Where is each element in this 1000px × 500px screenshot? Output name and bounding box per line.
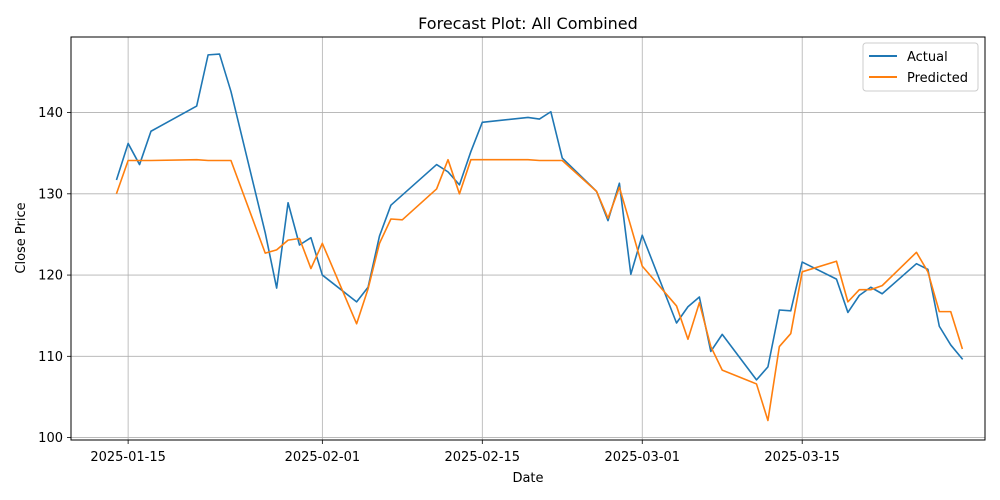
y-tick-label: 100 [38, 431, 63, 446]
x-tick-label: 2025-03-15 [764, 450, 840, 465]
legend-label-actual: Actual [907, 50, 948, 65]
y-tick-label: 120 [38, 269, 63, 284]
y-tick-label: 110 [38, 350, 63, 365]
x-tick-label: 2025-02-01 [285, 450, 361, 465]
y-tick-label: 140 [38, 106, 63, 121]
series-line-actual [115, 53, 964, 381]
legend-label-predicted: Predicted [907, 71, 968, 86]
x-tick-label: 2025-02-15 [445, 450, 521, 465]
x-tick-label: 2025-03-01 [604, 450, 680, 465]
series-line-predicted [115, 158, 964, 422]
series-lines [115, 53, 964, 422]
axis-ticks: 2025-01-15 2025-02-01 2025-02-15 2025-03-01… [38, 106, 840, 465]
x-tick-label: 2025-01-15 [90, 450, 166, 465]
x-axis-label: Date [512, 471, 543, 486]
y-tick-label: 130 [38, 187, 63, 202]
plot-frame [70, 36, 986, 441]
legend: Actual Predicted [862, 42, 979, 92]
grid [71, 37, 985, 440]
y-axis-label: Close Price [14, 202, 29, 273]
chart-title: Forecast Plot: All Combined [418, 14, 638, 33]
